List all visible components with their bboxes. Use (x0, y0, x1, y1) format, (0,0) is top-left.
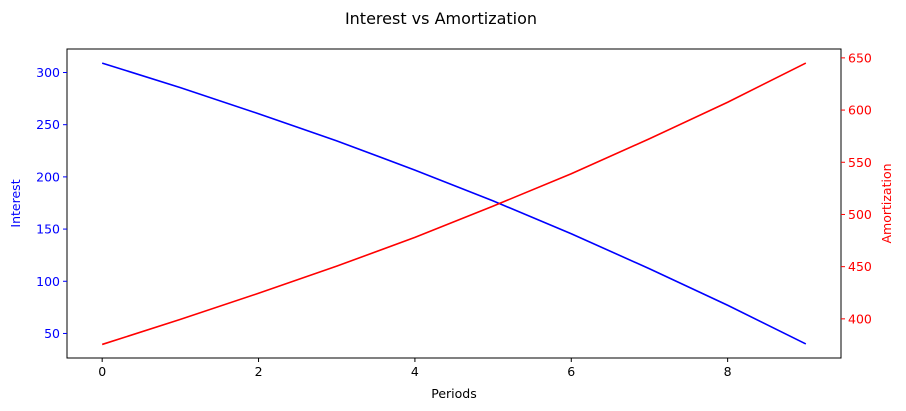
y-right-tick-label: 450 (848, 259, 872, 274)
y-left-tick-label: 150 (36, 222, 60, 237)
x-tick-label: 4 (411, 364, 419, 379)
y-axis-right-label: Amortization (879, 163, 894, 243)
x-tick-label: 2 (255, 364, 263, 379)
plot-area-frame (66, 48, 842, 359)
y-right-tick-label: 650 (848, 50, 872, 65)
amortization-series-line (101, 62, 807, 346)
y-left-tick-label: 100 (36, 274, 60, 289)
x-tick-label: 6 (567, 364, 575, 379)
y-left-tick-label: 250 (36, 117, 60, 132)
y-axis-left: 50 100 150 200 250 300 (36, 65, 67, 341)
y-right-tick-label: 400 (848, 311, 872, 326)
y-axis-left-label: Interest (8, 179, 23, 227)
x-tick-label: 8 (724, 364, 732, 379)
y-left-tick-label: 300 (36, 65, 60, 80)
y-right-tick-label: 600 (848, 103, 872, 118)
x-axis: 0 2 4 6 8 (98, 358, 732, 379)
y-right-tick-label: 550 (848, 155, 872, 170)
y-axis-right: 400 450 500 550 600 650 (841, 50, 872, 326)
y-left-tick-label: 50 (44, 326, 60, 341)
series-layer (101, 62, 807, 346)
chart-title: Interest vs Amortization (345, 9, 537, 28)
x-tick-label: 0 (98, 364, 106, 379)
y-right-tick-label: 500 (848, 207, 872, 222)
interest-series-line (101, 62, 807, 345)
y-left-tick-label: 200 (36, 169, 60, 184)
x-axis-label: Periods (431, 386, 477, 401)
